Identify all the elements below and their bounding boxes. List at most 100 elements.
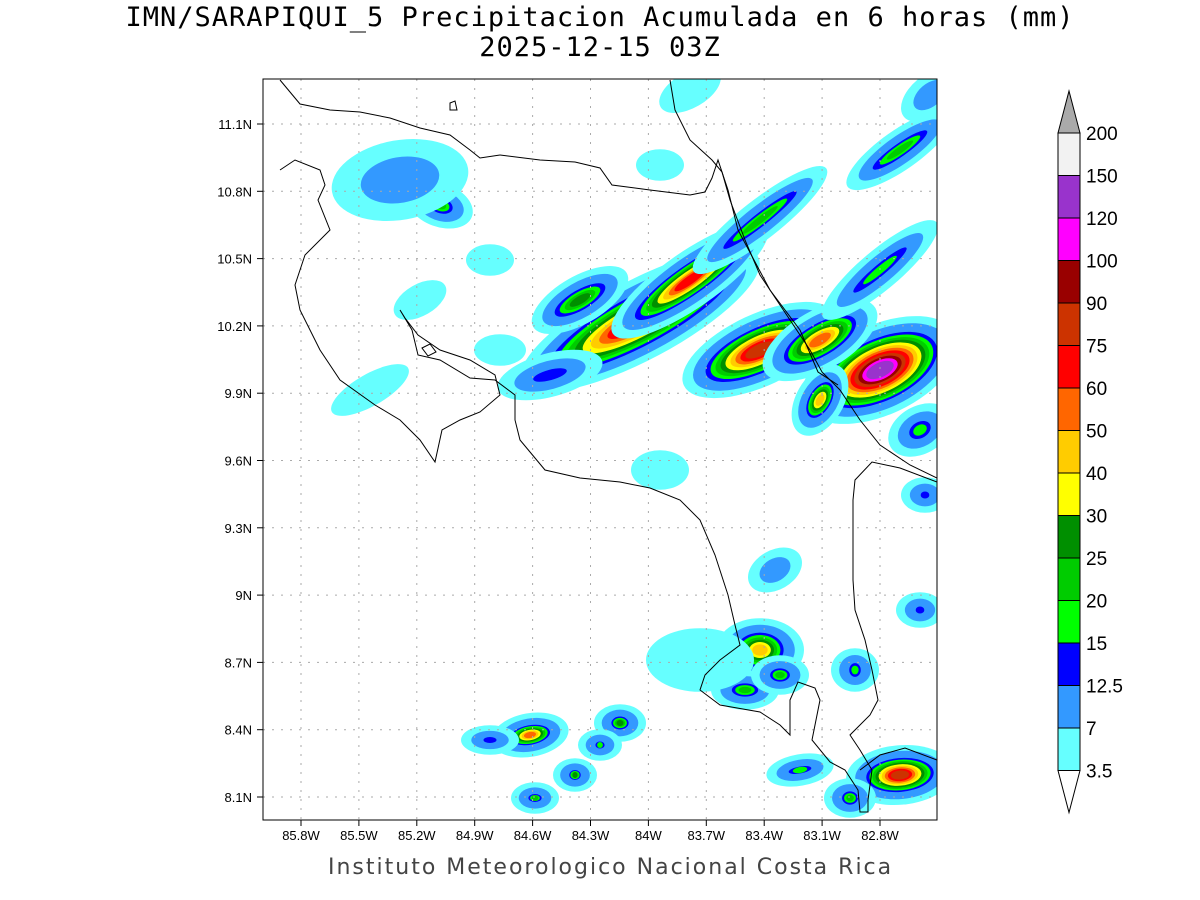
island xyxy=(449,100,458,111)
colorbar-label: 120 xyxy=(1086,209,1118,230)
colorbar-label: 75 xyxy=(1086,337,1107,358)
precip-contour xyxy=(920,491,930,499)
colorbar-swatch xyxy=(1057,260,1081,304)
colorbar-label: 90 xyxy=(1086,294,1107,315)
precip-contour xyxy=(569,293,591,307)
coastlines xyxy=(279,79,937,813)
precip-contour xyxy=(886,140,914,160)
map-title: IMN/SARAPIQUI_5 Precipitacion Acumulada … xyxy=(125,2,1075,33)
colorbar-swatch xyxy=(1057,472,1081,516)
colorbar-swatch xyxy=(1057,387,1081,431)
colorbar-swatch xyxy=(1057,430,1081,474)
lat-tick-label: 10.5N xyxy=(217,252,252,267)
precip-contour xyxy=(646,628,754,692)
colorbar-label: 100 xyxy=(1086,252,1118,273)
colorbar-swatch xyxy=(1057,515,1081,559)
axis-ticks: 85.8W 85.5W 85.2W 84.9W 84.6W 84.3W 84W 83.7W 83… xyxy=(217,117,899,843)
map-frame xyxy=(262,78,938,821)
precip-contour xyxy=(913,79,937,111)
lon-tick-label: 84.6W xyxy=(514,828,552,843)
precip-contour xyxy=(572,772,578,778)
colorbar-label: 60 xyxy=(1086,379,1107,400)
lat-tick-label: 9.9N xyxy=(225,386,252,401)
precip-contour xyxy=(742,205,778,235)
precip-contour xyxy=(913,424,927,436)
lon-tick-label: 84.9W xyxy=(456,828,494,843)
bocas-coast xyxy=(859,747,937,771)
colorbar-swatch xyxy=(1057,302,1081,346)
colorbar-swatch xyxy=(1057,217,1081,261)
lon-tick-label: 85.5W xyxy=(340,828,378,843)
lat-tick-label: 10.8N xyxy=(217,184,252,199)
lon-tick-label: 85.2W xyxy=(398,828,436,843)
grid-lines xyxy=(263,79,937,820)
colorbar-swatch xyxy=(1057,600,1081,644)
colorbar-label: 40 xyxy=(1086,464,1107,485)
precip-contour xyxy=(616,720,624,726)
lat-tick-label: 11.1N xyxy=(218,117,252,132)
colorbar-label: 200 xyxy=(1086,124,1118,145)
precip-contour xyxy=(809,332,831,348)
colorbar-swatch xyxy=(1057,642,1081,686)
lon-tick-label: 85.8W xyxy=(282,828,320,843)
precip-contour xyxy=(636,149,684,181)
precip-contour xyxy=(738,686,752,694)
colorbar: 3.5 7 12.5 15 20 25 30 40 50 60 75 90 100 120 150 200 xyxy=(1057,89,1123,815)
precip-contour xyxy=(890,770,910,780)
pacific-coast xyxy=(279,159,869,813)
precip-contour xyxy=(792,766,808,774)
lon-tick-label: 83.7W xyxy=(688,828,726,843)
lake-nicaragua-shore xyxy=(279,79,501,159)
colorbar-label: 150 xyxy=(1086,167,1118,188)
lon-tick-label: 84.3W xyxy=(572,828,610,843)
colorbar-label: 50 xyxy=(1086,422,1107,443)
colorbar-label: 12.5 xyxy=(1086,677,1123,698)
panama-west xyxy=(849,461,937,801)
precip-contour xyxy=(775,671,785,679)
lat-tick-label: 10.2N xyxy=(217,319,252,334)
precip-contour xyxy=(815,394,825,406)
footer-credit: Instituto Meteorologico Nacional Costa R… xyxy=(328,855,894,880)
lat-tick-label: 9.3N xyxy=(225,521,252,536)
colorbar-swatch xyxy=(1057,345,1081,389)
colorbar-label: 20 xyxy=(1086,592,1107,613)
colorbar-over-arrow xyxy=(1057,89,1081,134)
lat-tick-label: 8.4N xyxy=(225,723,252,738)
colorbar-label: 3.5 xyxy=(1086,762,1112,783)
lat-tick-label: 9.6N xyxy=(225,454,252,469)
precipitation-field xyxy=(331,79,937,818)
precip-contour xyxy=(752,644,768,656)
precip-contour xyxy=(597,742,603,748)
precip-contour xyxy=(393,280,447,320)
colorbar-label: 30 xyxy=(1086,507,1107,528)
colorbar-swatch xyxy=(1057,557,1081,601)
colorbar-swatch xyxy=(1057,175,1081,219)
nicaragua-border xyxy=(499,154,729,196)
precip-contour xyxy=(866,360,894,380)
precip-contour xyxy=(674,268,706,292)
precip-contour xyxy=(851,665,859,675)
precip-contour xyxy=(483,737,497,743)
colorbar-label: 7 xyxy=(1086,719,1097,740)
colorbar-label: 15 xyxy=(1086,634,1107,655)
lat-tick-label: 9N xyxy=(235,588,252,603)
colorbar-under-arrow xyxy=(1057,770,1081,815)
precip-contour xyxy=(659,79,721,113)
lat-tick-label: 8.1N xyxy=(225,790,252,805)
precip-contour xyxy=(846,794,854,802)
lon-tick-label: 84W xyxy=(635,828,662,843)
precip-contour xyxy=(331,364,409,416)
precip-contour xyxy=(533,368,567,382)
lat-tick-label: 8.7N xyxy=(225,655,252,670)
colorbar-swatch xyxy=(1057,132,1081,176)
precip-contour xyxy=(915,606,925,614)
island xyxy=(421,343,437,357)
lon-tick-label: 83.4W xyxy=(745,828,783,843)
lon-tick-label: 82.8W xyxy=(861,828,899,843)
precip-contour xyxy=(466,244,514,276)
precip-contour xyxy=(631,450,689,490)
precip-contour xyxy=(474,334,526,366)
colorbar-label: 25 xyxy=(1086,549,1107,570)
lon-tick-label: 83.1W xyxy=(803,828,841,843)
